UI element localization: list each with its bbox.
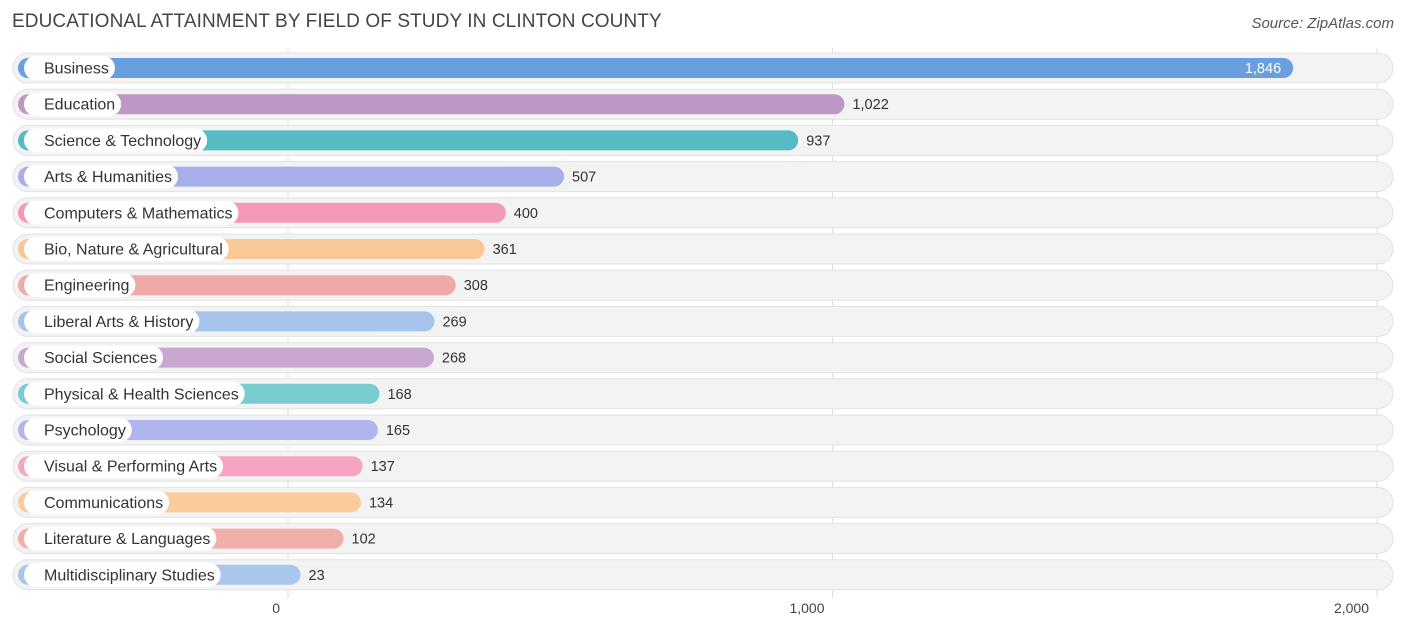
category-label-pill [24,128,208,153]
bar [18,58,1294,78]
bar-row: Engineering 308 [12,269,1394,301]
value-label: 937 [806,133,830,149]
category-label: Computers & Mathematics [44,205,233,222]
bar-row: Arts & Humanities 507 [12,161,1394,193]
value-label: 102 [352,532,376,548]
category-label: Education [44,97,115,114]
value-label: 23 [309,568,325,584]
value-label: 269 [442,314,466,330]
bar-row: Communications 134 [12,486,1394,518]
bar-row: Physical & Health Sciences 168 [12,378,1394,410]
x-tick-label: 2,000 [1334,600,1369,616]
x-tick-label: 1,000 [789,600,824,616]
bar-row: Computers & Mathematics 400 [12,197,1394,229]
category-label: Literature & Languages [44,531,210,548]
category-label-pill [24,418,132,442]
category-label-pill [24,562,221,587]
category-label-pill [24,92,122,117]
category-label: Visual & Performing Arts [44,459,217,476]
value-label: 137 [371,459,395,475]
category-label-pill [24,454,224,479]
bar-row: Multidisciplinary Studies 23 [12,559,1394,591]
category-label: Bio, Nature & Agricultural [44,242,223,259]
category-label-pill [24,309,200,334]
category-label-pill [24,56,115,80]
category-label-pill [24,200,239,225]
category-label: Communications [44,495,163,512]
category-label: Science & Technology [44,133,201,150]
bar-track [12,523,1394,555]
bar-row: Psychology 165 [12,414,1394,446]
category-label-pill [24,490,170,515]
category-label: Social Sciences [44,350,157,367]
category-label: Arts & Humanities [44,169,172,186]
value-label: 400 [514,206,538,222]
bar-row: Visual & Performing Arts 137 [12,450,1394,482]
category-label-pill [24,237,229,261]
bar-row: Science & Technology 937 [12,124,1394,156]
value-label: 268 [442,351,466,367]
category-label-pill [24,273,136,298]
source-label: Source: ZipAtlas.com [1251,15,1394,32]
value-label: 507 [572,170,596,186]
bar-row: Literature & Languages 102 [12,523,1394,555]
category-label-pill [24,164,179,189]
value-label: 134 [369,495,393,511]
value-label: 165 [386,423,410,439]
value-label: 1,846 [1245,61,1281,77]
chart-rows: Business 1,846 Education 1,022 Science & Tec… [12,52,1394,591]
category-label-pill [24,381,245,406]
category-label: Physical & Health Sciences [44,386,239,403]
category-label: Multidisciplinary Studies [44,567,215,584]
bar [18,94,845,115]
category-label: Engineering [44,278,129,295]
bar [18,130,799,151]
x-axis-ticks: 0 1,000 2,000 [272,600,1369,616]
value-label: 361 [493,242,517,258]
value-label: 308 [464,278,488,294]
value-label: 1,022 [852,97,888,113]
value-label: 168 [387,387,411,403]
bar-row: Business 1,846 [12,52,1394,84]
category-label: Liberal Arts & History [44,314,193,331]
chart-title: EDUCATIONAL ATTAINMENT BY FIELD OF STUDY… [12,11,662,32]
x-tick-label: 0 [272,600,280,616]
category-label-pill [24,526,217,551]
category-label-pill [24,345,163,370]
bar-row: Education 1,022 [12,88,1394,120]
bar-row: Bio, Nature & Agricultural 361 [12,233,1394,265]
category-label: Psychology [44,423,126,440]
bar-row: Social Sciences 268 [12,342,1394,374]
bar-track [12,559,1394,591]
bar-track [12,486,1394,518]
category-label: Business [44,61,109,78]
bar-row: Liberal Arts & History 269 [12,305,1394,337]
